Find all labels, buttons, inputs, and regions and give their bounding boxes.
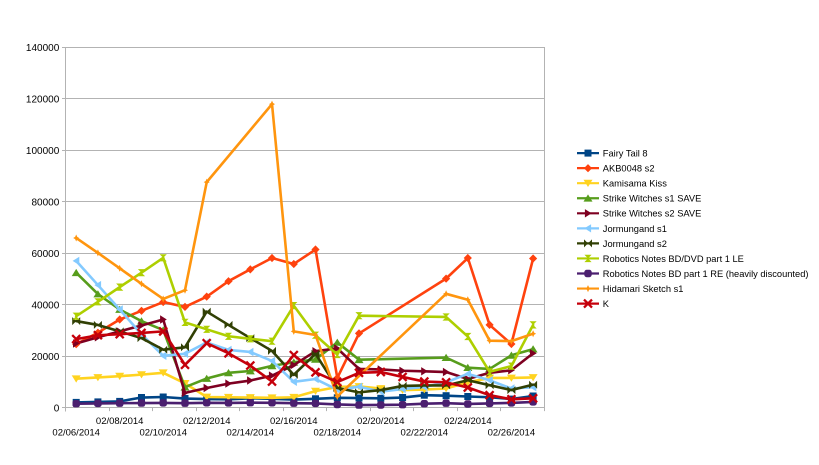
svg-text:02/20/2014: 02/20/2014: [357, 416, 405, 427]
svg-text:60000: 60000: [31, 249, 59, 260]
svg-text:02/06/2014: 02/06/2014: [52, 428, 100, 439]
svg-text:02/18/2014: 02/18/2014: [314, 428, 362, 439]
svg-text:02/10/2014: 02/10/2014: [139, 428, 187, 439]
svg-text:Fairy Tail 8: Fairy Tail 8: [603, 149, 648, 159]
svg-text:Kamisama Kiss: Kamisama Kiss: [603, 179, 667, 189]
svg-text:02/12/2014: 02/12/2014: [183, 416, 231, 427]
svg-text:120000: 120000: [26, 94, 60, 105]
svg-text:Robotics Notes BD part 1 RE (h: Robotics Notes BD part 1 RE (heavily dis…: [603, 269, 809, 279]
svg-text:Jormungand s1: Jormungand s1: [603, 224, 667, 234]
svg-text:02/16/2014: 02/16/2014: [270, 416, 318, 427]
svg-text:80000: 80000: [31, 197, 59, 208]
svg-text:K: K: [603, 299, 610, 309]
svg-text:Strike Witches s1 SAVE: Strike Witches s1 SAVE: [603, 194, 702, 204]
svg-text:02/26/2014: 02/26/2014: [488, 428, 536, 439]
svg-text:Hidamari Sketch s1: Hidamari Sketch s1: [603, 284, 684, 294]
svg-text:02/08/2014: 02/08/2014: [96, 416, 144, 427]
svg-text:Jormungand s2: Jormungand s2: [603, 239, 667, 249]
svg-text:Robotics Notes BD/DVD part 1 L: Robotics Notes BD/DVD part 1 LE: [603, 254, 744, 264]
svg-text:Strike Witches s2 SAVE: Strike Witches s2 SAVE: [603, 209, 702, 219]
svg-text:02/14/2014: 02/14/2014: [226, 428, 274, 439]
svg-text:AKB0048 s2: AKB0048 s2: [603, 164, 655, 174]
svg-text:20000: 20000: [31, 352, 59, 363]
svg-text:140000: 140000: [26, 43, 60, 54]
svg-text:40000: 40000: [31, 300, 59, 311]
svg-text:100000: 100000: [26, 146, 60, 157]
svg-text:02/24/2014: 02/24/2014: [444, 416, 492, 427]
svg-text:02/22/2014: 02/22/2014: [401, 428, 449, 439]
svg-text:0: 0: [54, 403, 60, 414]
